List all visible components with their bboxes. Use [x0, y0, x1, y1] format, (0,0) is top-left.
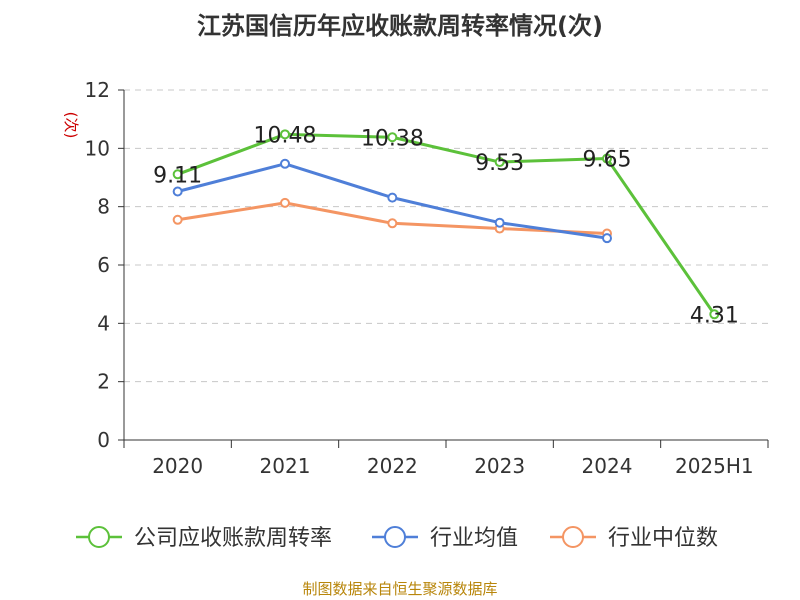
gridlines: [124, 89, 768, 383]
y-tick-label: 4: [97, 311, 110, 335]
y-tick-label: 6: [97, 253, 110, 277]
legend-marker-icon: [88, 526, 110, 548]
legend-item: 行业中位数: [550, 526, 718, 551]
x-tick-label: 2022: [367, 454, 418, 478]
source-note: 制图数据来自恒生聚源数据库: [302, 580, 498, 598]
data-label: 9.53: [475, 151, 524, 176]
legend-label: 行业中位数: [608, 526, 718, 551]
data-point: [494, 157, 505, 168]
y-tick-label: 8: [97, 195, 110, 219]
data-label: 9.65: [583, 148, 632, 173]
legend-item: 公司应收账款周转率: [76, 526, 332, 551]
legend-marker-icon: [384, 526, 406, 548]
data-point: [172, 214, 183, 225]
y-tick-label: 10: [85, 136, 110, 160]
legend: 公司应收账款周转率 行业均值 行业中位数: [76, 526, 718, 551]
legend-marker-icon: [562, 526, 584, 548]
series-line: [177, 132, 716, 316]
data-point: [387, 192, 398, 203]
data-point: [494, 217, 505, 228]
data-point: [280, 129, 290, 140]
data-point: [602, 233, 612, 244]
data-point: [387, 132, 398, 143]
data-point: [387, 218, 398, 229]
data-label: 9.11: [153, 163, 202, 188]
legend-label: 公司应收账款周转率: [134, 526, 332, 551]
x-tick-label: 2021: [260, 454, 311, 478]
y-tick-label: 12: [85, 78, 110, 102]
legend-label: 行业均值: [430, 526, 518, 551]
x-tick-label: 2020: [152, 454, 203, 478]
y-tick-label: 2: [97, 370, 110, 394]
data-labels: 9.11 10.48 10.38 9.53 9.65 4.31: [153, 123, 739, 328]
series-group: [172, 129, 720, 320]
axes: 0 2 4 6 8 10 12 2020 2021 2022 2023 2024 2025H1 (次): [62, 78, 769, 478]
data-point: [172, 186, 183, 197]
x-tick-label: 2025H1: [675, 454, 754, 478]
data-point: [602, 153, 612, 164]
data-point: [280, 197, 290, 208]
chart-title: 江苏国信历年应收账款周转率情况(次): [197, 12, 603, 40]
data-point: [709, 309, 720, 320]
legend-item: 行业均值: [372, 526, 518, 551]
y-axis-label: (次): [62, 112, 80, 139]
data-point: [280, 158, 290, 169]
data-label: 10.38: [361, 126, 424, 151]
x-tick-label: 2024: [582, 454, 633, 478]
x-tick-label: 2023: [474, 454, 525, 478]
data-point: [172, 169, 183, 180]
data-label: 4.31: [690, 303, 739, 328]
data-label: 10.48: [254, 123, 317, 148]
y-tick-label: 0: [97, 428, 110, 452]
